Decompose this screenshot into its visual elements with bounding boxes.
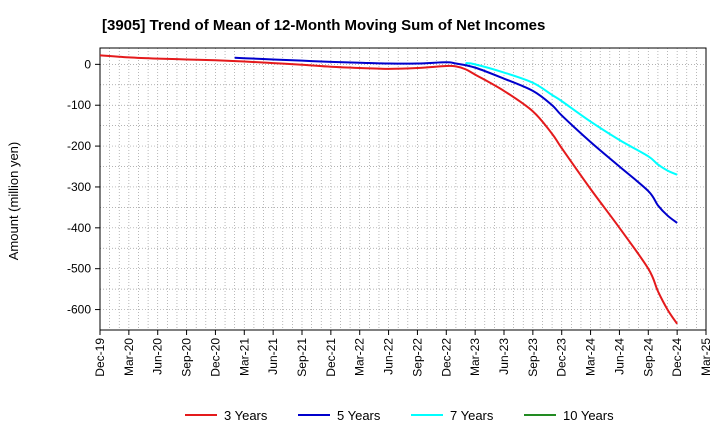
x-tick-label: Jun-20 [151, 338, 165, 375]
legend-label: 10 Years [563, 408, 614, 423]
legend-label: 5 Years [337, 408, 381, 423]
legend: 3 Years 5 Years 7 Years 10 Years [185, 408, 614, 423]
y-axis: 0 -100 -200 -300 -400 -500 -600 [67, 57, 100, 317]
y-tick-label: -100 [67, 98, 91, 112]
x-tick-label: Sep-23 [526, 338, 540, 377]
x-tick-label: Dec-24 [670, 338, 684, 377]
x-tick-label: Dec-21 [324, 338, 338, 377]
y-tick-label: -200 [67, 139, 91, 153]
chart-title: [3905] Trend of Mean of 12-Month Moving … [102, 17, 545, 34]
y-tick-label: -300 [67, 180, 91, 194]
x-tick-label: Jun-21 [266, 338, 280, 375]
x-tick-label: Dec-20 [208, 338, 222, 377]
x-tick-label: Mar-20 [122, 338, 136, 376]
y-tick-label: 0 [84, 57, 91, 71]
x-tick-label: Dec-23 [555, 338, 569, 377]
y-tick-label: -600 [67, 303, 91, 317]
x-tick-label: Jun-22 [382, 338, 396, 375]
x-tick-label: Dec-19 [93, 338, 107, 377]
x-tick-label: Jun-24 [612, 338, 626, 375]
series-line-1 [99, 54, 678, 325]
grid [100, 48, 706, 330]
x-tick-label: Mar-21 [237, 338, 251, 376]
x-tick-label: Sep-20 [180, 338, 194, 377]
x-tick-label: Sep-24 [641, 338, 655, 377]
x-tick-label: Sep-21 [295, 338, 309, 377]
plot-area [100, 48, 706, 330]
x-tick-label: Mar-22 [353, 338, 367, 376]
x-tick-label: Mar-24 [584, 338, 598, 376]
x-tick-label: Mar-23 [468, 338, 482, 376]
plot-frame [99, 47, 707, 331]
x-tick-label: Jun-23 [497, 338, 511, 375]
y-tick-label: -400 [67, 221, 91, 235]
legend-label: 7 Years [450, 408, 494, 423]
series-lines [99, 54, 678, 325]
y-tick-label: -500 [67, 262, 91, 276]
series-line-2 [234, 56, 678, 224]
series-line-3 [465, 62, 678, 176]
x-axis: Dec-19 Mar-20 Jun-20 Sep-20 Dec-20 Mar-21 Jun-… [93, 330, 713, 377]
y-axis-label: Amount (million yen) [6, 142, 21, 261]
x-tick-label: Sep-22 [410, 338, 424, 377]
legend-label: 3 Years [224, 408, 268, 423]
x-tick-label: Dec-22 [439, 338, 453, 377]
x-tick-label: Mar-25 [699, 338, 713, 376]
